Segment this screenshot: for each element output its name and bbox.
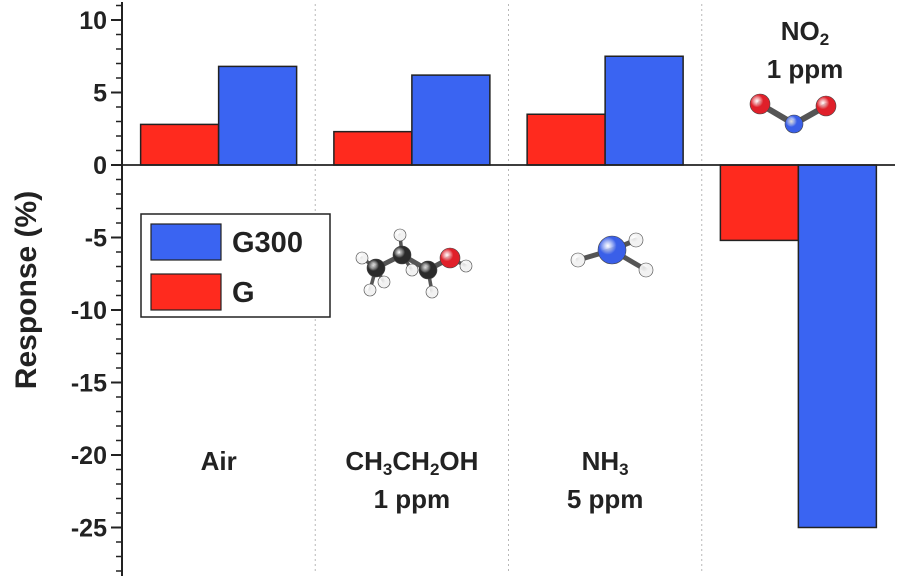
nitrogen-dioxide-molecule-icon [749,93,837,134]
ammonia-molecule-icon [570,232,654,278]
bar-g300-4 [797,164,878,529]
category-labels: Air CH3CH2OH 1 ppm NH3 5 ppm NO2 1 ppm [201,16,844,514]
y-tick-label: 10 [79,7,107,35]
molecule-illustrations [355,93,837,299]
category-label-3-line-1: NH3 [582,446,629,479]
y-tick-label: 5 [93,80,107,108]
y-axis: 10 5 0 -5 -10 -15 -20 -25 [71,2,123,576]
y-tick-label: -20 [71,442,107,470]
bar-g-4 [719,164,800,242]
legend-swatch-g [150,273,222,311]
bar-g300-2 [411,74,491,166]
category-label-2-line-1: CH3CH2OH [345,446,478,479]
y-tick-label: -25 [71,515,107,543]
bar-g300-1 [217,65,298,166]
category-label-3-line-2: 5 ppm [567,484,644,514]
bar-g300-3 [604,55,684,166]
y-tick-label: -5 [85,225,107,253]
y-tick-label: -10 [71,297,107,325]
bars [122,55,895,529]
category-label-2-line-2: 1 ppm [374,484,451,514]
legend: G300 G [140,213,331,318]
category-label-1-line-1: Air [201,446,237,476]
y-tick-label: 0 [93,152,107,180]
bar-g-3 [526,113,606,166]
legend-label-g300: G300 [232,227,303,259]
y-axis-label: Response (%) [10,191,43,389]
y-tick-label: -15 [71,370,107,398]
bar-g-1 [139,123,220,166]
category-label-4-line-1: NO2 [781,16,829,49]
bar-g-2 [333,130,413,166]
legend-swatch-g300 [150,223,222,261]
category-label-4-line-2: 1 ppm [767,54,844,84]
ethanol-molecule-icon [355,228,473,299]
legend-label-g: G [232,277,255,309]
